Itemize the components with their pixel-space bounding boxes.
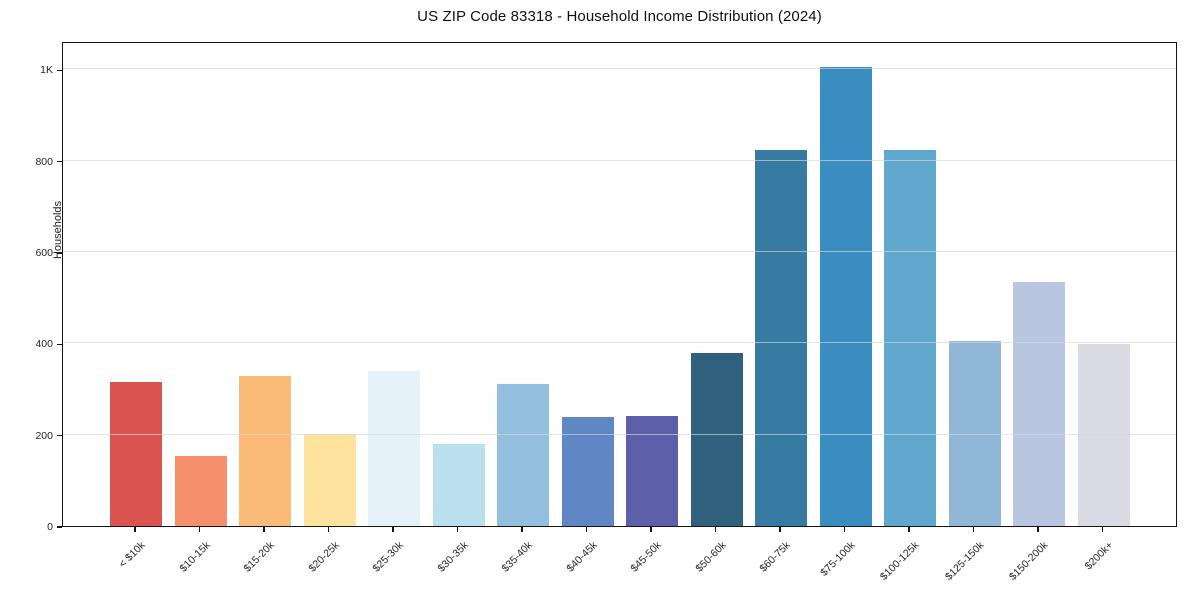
- y-tick-mark: [57, 252, 62, 254]
- bar-$15-20k: [239, 376, 291, 526]
- x-tick-mark: [521, 527, 523, 532]
- x-tick-label: $35-40k: [499, 539, 535, 575]
- x-tick-mark: [843, 527, 846, 532]
- bar-$125-150k: [948, 340, 1001, 526]
- y-tick-label: 200: [35, 429, 53, 442]
- bar-$200k+: [1077, 343, 1130, 526]
- x-tick-label: $10-15k: [176, 539, 213, 575]
- x-tick-label: $200k+: [1082, 539, 1116, 573]
- plot-area: [62, 42, 1177, 527]
- y-tick-mark: [57, 435, 62, 437]
- x-tick-label: $75-100k: [817, 539, 858, 579]
- x-tick-mark: [198, 527, 201, 532]
- gridline-200: [63, 433, 1176, 435]
- x-tick-label: $100-125k: [878, 539, 922, 583]
- y-tick-label: 0: [47, 521, 53, 533]
- x-tick-label: $40-45k: [563, 539, 600, 575]
- y-tick-mark: [57, 69, 62, 71]
- bar-$25-30k: [368, 371, 420, 526]
- x-tick-mark: [714, 527, 717, 532]
- bar-$150-200k: [1013, 282, 1065, 526]
- x-tick-label: $25-30k: [370, 539, 406, 575]
- bar-$75-100k: [819, 67, 872, 526]
- x-tick-label: $50-60k: [692, 539, 729, 575]
- bar-$35-40k: [497, 384, 549, 526]
- bar-$60-75k: [755, 150, 807, 526]
- gridline-800: [63, 159, 1176, 161]
- x-tick-mark: [1101, 527, 1104, 532]
- x-tick-mark: [456, 527, 459, 532]
- bar-$40-45k: [561, 417, 614, 526]
- y-tick-label: 800: [35, 155, 53, 168]
- x-tick-mark: [650, 527, 652, 532]
- y-tick-label: 400: [35, 338, 53, 351]
- bar-$50-60k: [690, 353, 743, 526]
- bar-$30-35k: [432, 443, 485, 526]
- bar-$10-15k: [174, 455, 227, 526]
- x-tick-label: $30-35k: [434, 539, 471, 575]
- y-tick-label: 1K: [40, 64, 53, 77]
- gridline-600: [63, 251, 1176, 252]
- x-tick-mark: [327, 527, 330, 532]
- x-tick-label: < $10k: [116, 539, 148, 571]
- bar-$45-50k: [626, 415, 678, 526]
- chart-title: US ZIP Code 83318 - Household Income Dis…: [417, 8, 822, 25]
- x-tick-mark: [972, 527, 975, 532]
- bar-$20-25k: [303, 434, 356, 526]
- x-tick-mark: [585, 527, 588, 532]
- gridline-1K: [63, 68, 1176, 70]
- x-tick-label: $60-75k: [757, 539, 793, 575]
- y-tick-mark: [57, 343, 62, 345]
- gridline-400: [63, 342, 1176, 344]
- x-tick-mark: [134, 527, 136, 532]
- x-tick-label: $15-20k: [241, 539, 277, 575]
- bar-< $10k: [110, 382, 162, 526]
- x-tick-mark: [392, 527, 394, 532]
- y-tick-mark: [57, 161, 62, 163]
- bar-$100-125k: [884, 150, 936, 526]
- x-tick-label: $45-50k: [628, 539, 664, 575]
- x-tick-label: $150-200k: [1007, 539, 1051, 583]
- x-tick-label: $125-150k: [942, 539, 987, 583]
- y-tick-mark: [57, 526, 62, 528]
- y-tick-label: 600: [35, 247, 53, 259]
- x-tick-mark: [1037, 527, 1039, 532]
- x-tick-mark: [263, 527, 265, 532]
- x-tick-mark: [908, 527, 910, 532]
- x-tick-mark: [779, 527, 781, 532]
- x-tick-label: $20-25k: [305, 539, 342, 575]
